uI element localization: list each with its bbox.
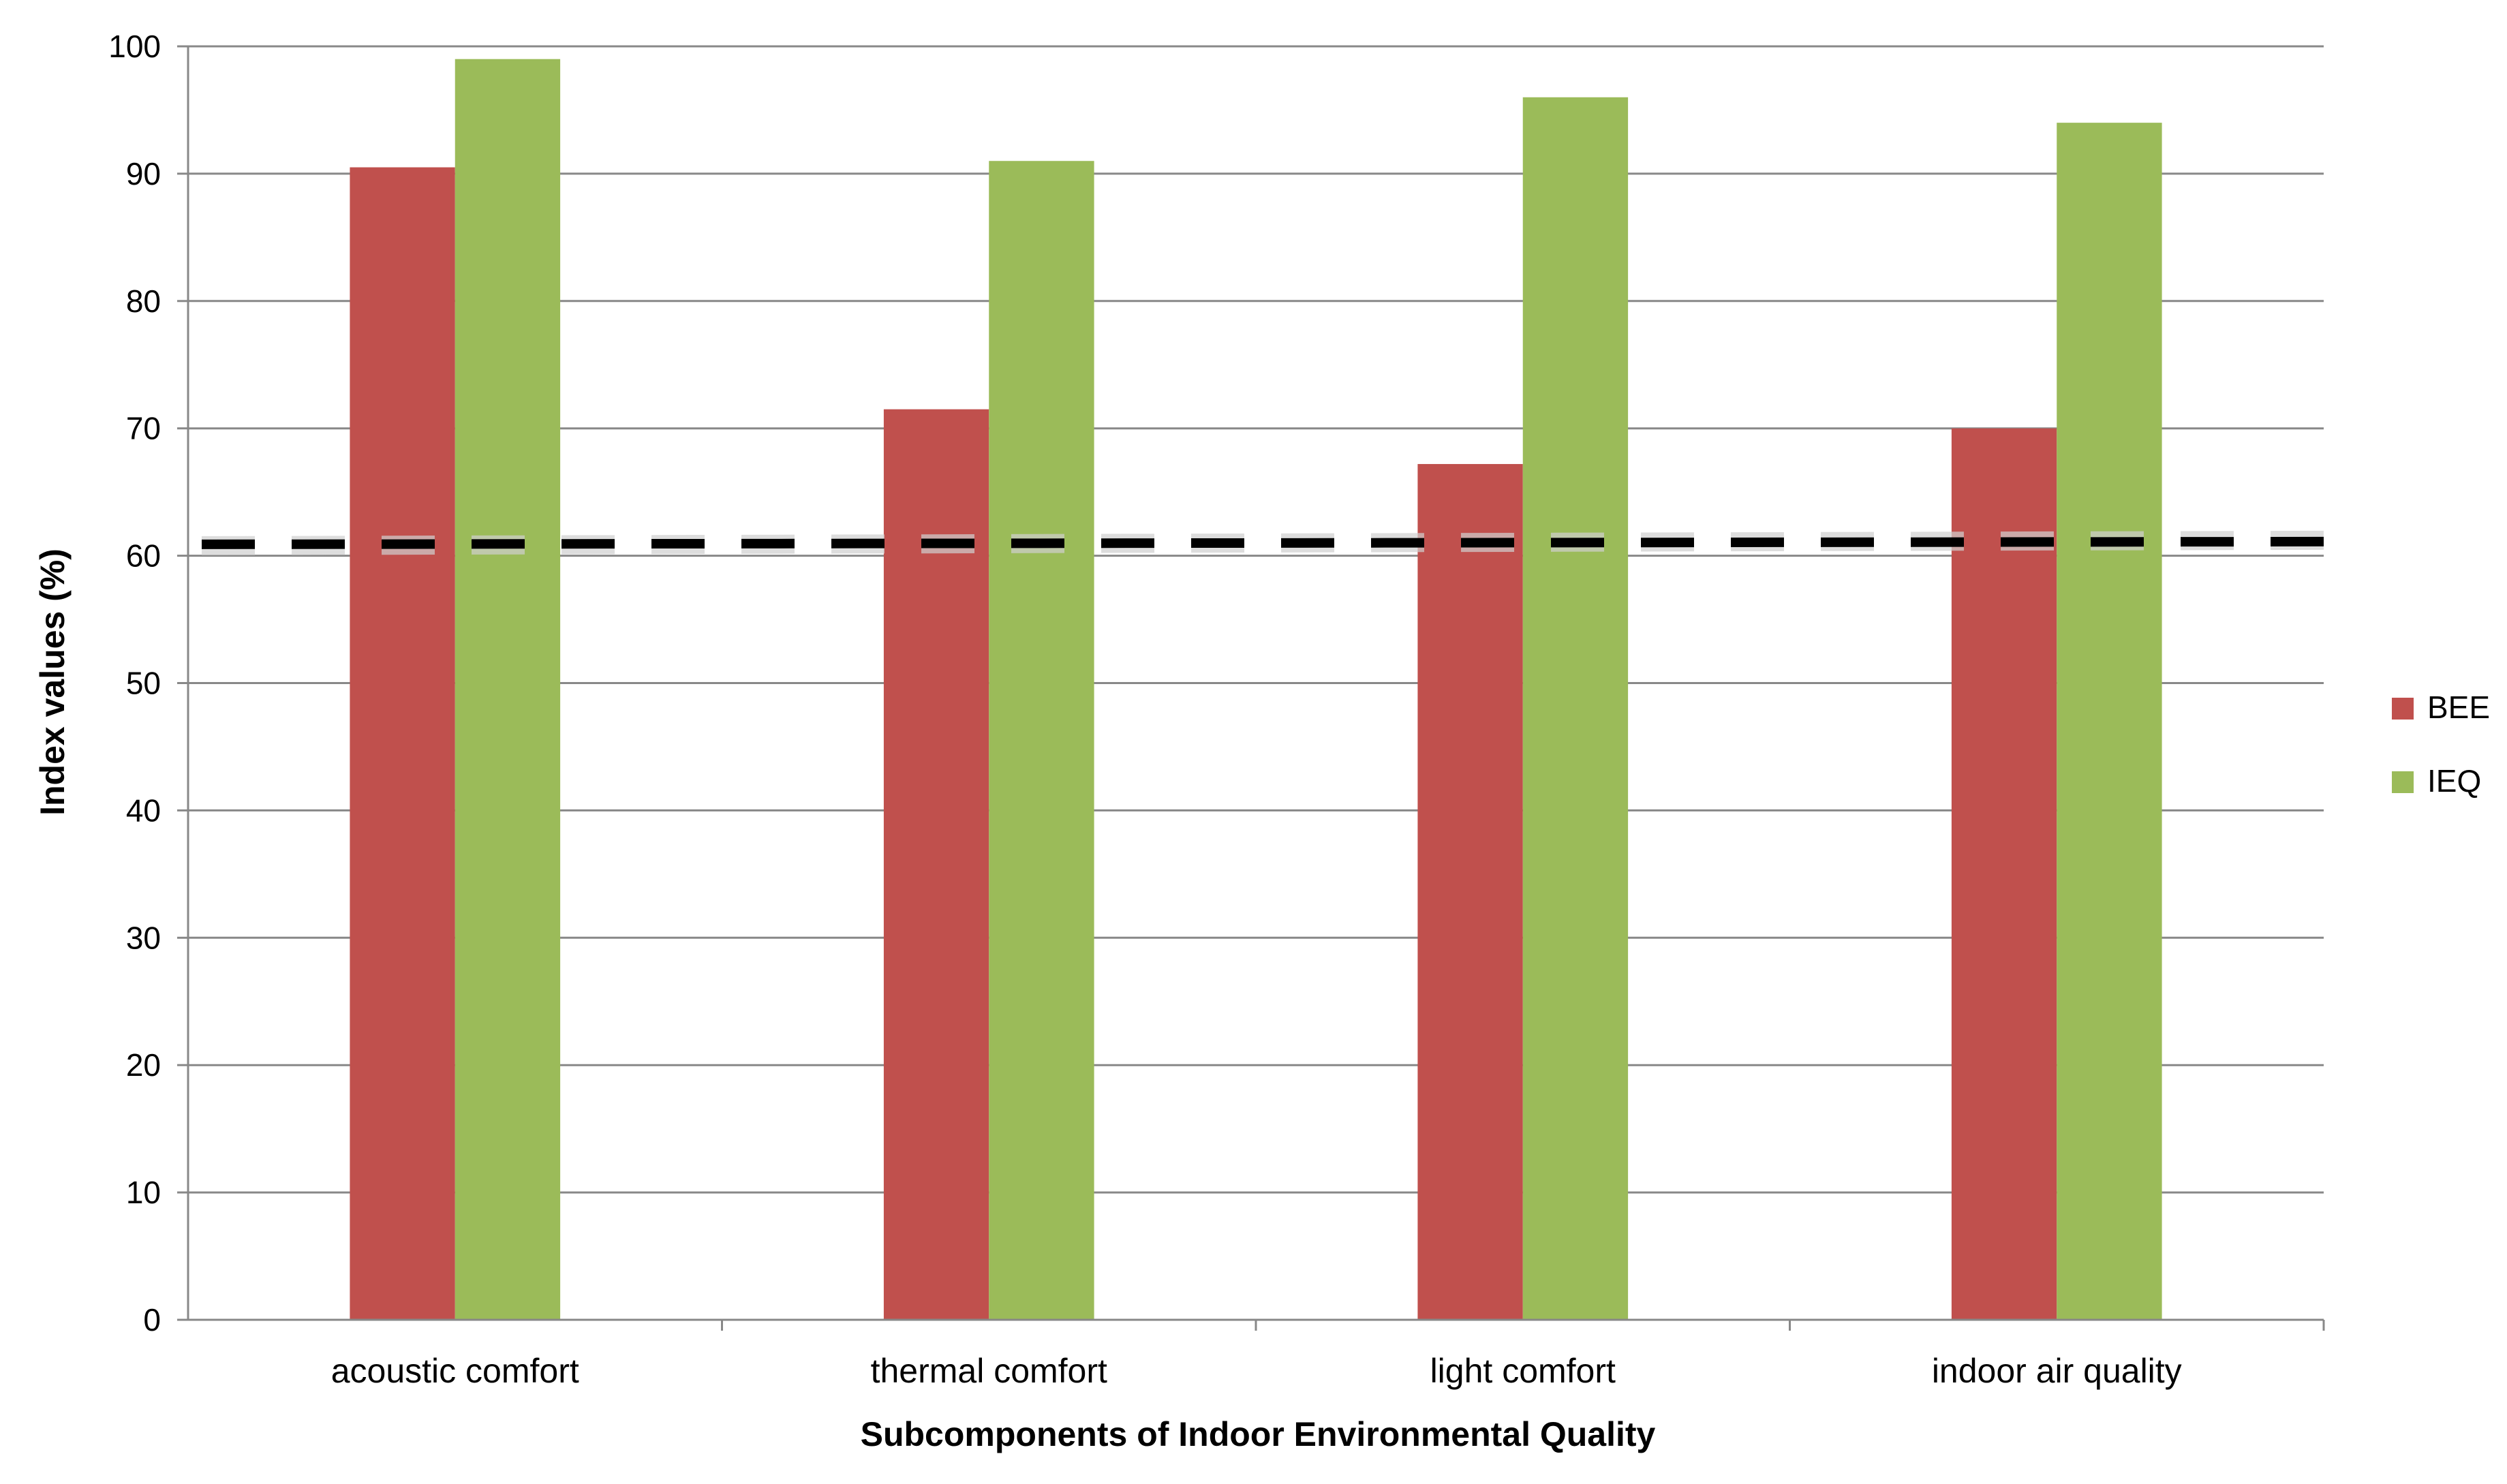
axes — [177, 45, 2325, 1331]
y-axis-title: Index values (%) — [33, 548, 72, 816]
y-tick-label: 90 — [126, 156, 161, 191]
legend-label-ieq: IEQ — [2427, 763, 2481, 799]
x-category-label: light comfort — [1430, 1352, 1616, 1390]
y-tick-label: 40 — [126, 792, 161, 828]
x-axis-title: Subcomponents of Indoor Environmental Qu… — [861, 1415, 1656, 1453]
bar-bee-thermal-comfort — [883, 409, 989, 1320]
y-tick-labels: 0 10 20 30 40 50 60 70 80 90 100 — [108, 29, 161, 1338]
legend-swatch-ieq — [2392, 771, 2414, 793]
bar-bee-light-comfort — [1417, 464, 1523, 1320]
y-tick-label: 100 — [108, 29, 161, 64]
legend-label-bee: BEE — [2427, 690, 2490, 725]
bar-ieq-indoor-air-quality — [2057, 123, 2162, 1320]
y-tick-label: 60 — [126, 538, 161, 574]
reference-line — [201, 536, 2324, 549]
x-category-label: acoustic comfort — [331, 1352, 579, 1390]
bar-ieq-acoustic-comfort — [455, 59, 561, 1320]
bar-ieq-light-comfort — [1522, 97, 1629, 1320]
bar-bee-acoustic-comfort — [350, 167, 455, 1320]
reference-line-group — [201, 530, 2324, 555]
y-tick-label: 30 — [126, 920, 161, 955]
bar-bee-indoor-air-quality — [1951, 428, 2057, 1320]
legend-swatch-bee — [2392, 698, 2414, 720]
y-tick-label: 10 — [126, 1175, 161, 1210]
y-tick-label: 80 — [126, 283, 161, 319]
y-tick-label: 70 — [126, 411, 161, 446]
bar-ieq-thermal-comfort — [989, 161, 1094, 1320]
x-category-labels: acoustic comfort thermal comfort light com… — [331, 1352, 2182, 1390]
y-tick-label: 0 — [143, 1302, 161, 1338]
legend: BEE IEQ — [2392, 690, 2490, 799]
bars — [350, 59, 2162, 1320]
y-tick-label: 50 — [126, 666, 161, 701]
x-category-label: thermal comfort — [871, 1352, 1107, 1390]
y-tick-label: 20 — [126, 1047, 161, 1083]
x-category-label: indoor air quality — [1932, 1352, 2182, 1390]
